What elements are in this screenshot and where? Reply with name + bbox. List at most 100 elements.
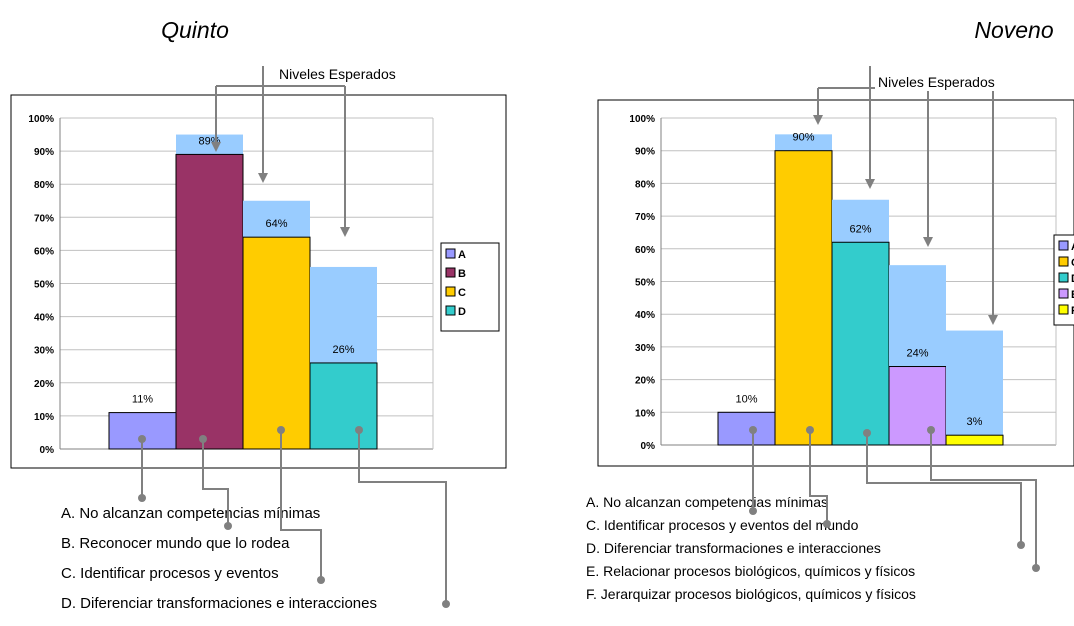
quinto-bar-d xyxy=(309,362,378,450)
quinto-y-tick-label: 10% xyxy=(34,412,54,423)
noveno-y-tick-label: 20% xyxy=(635,376,655,387)
quinto-connector-start-dot-1 xyxy=(199,435,207,443)
noveno-title: Noveno xyxy=(974,17,1053,43)
quinto-connector-start-dot-3 xyxy=(355,426,363,434)
noveno-bar-f xyxy=(945,434,1004,446)
quinto-y-tick-label: 30% xyxy=(34,346,54,357)
noveno-y-tick-label: 70% xyxy=(635,212,655,223)
quinto-data-label-a: 11% xyxy=(132,394,153,406)
noveno-bar-c xyxy=(774,150,833,446)
noveno-y-tick-label: 30% xyxy=(635,343,655,354)
quinto-annotation-pointer-head xyxy=(258,173,268,183)
quinto-data-label-c: 64% xyxy=(265,218,287,230)
noveno-legend-swatch-a xyxy=(1058,240,1069,251)
quinto-y-tick-label: 60% xyxy=(34,246,54,257)
noveno-legend-swatch-c xyxy=(1058,256,1069,267)
quinto-y-tick-label: 70% xyxy=(34,213,54,224)
noveno-y-tick-label: 10% xyxy=(635,408,655,419)
noveno-y-tick-label: 0% xyxy=(641,441,656,452)
noveno-expected-bar-f xyxy=(946,330,1003,445)
noveno-description-4: F. Jerarquizar procesos biológicos, quím… xyxy=(586,586,916,602)
noveno-expected-arrow-1-head xyxy=(923,237,933,247)
quinto-title: Quinto xyxy=(161,17,229,43)
quinto-legend-label-d: D xyxy=(458,306,466,318)
noveno-connector-start-dot-2 xyxy=(863,429,871,437)
noveno-connector-end-dot-2 xyxy=(1017,541,1025,549)
noveno-legend-swatch-f xyxy=(1058,304,1069,315)
noveno-y-tick-label: 80% xyxy=(635,179,655,190)
noveno-legend-label-a: A xyxy=(1071,241,1074,253)
noveno-y-tick-label: 100% xyxy=(629,114,655,125)
quinto-connector-start-dot-2 xyxy=(277,426,285,434)
quinto-description-1: B. Reconocer mundo que lo rodea xyxy=(61,535,290,552)
noveno-connector-2 xyxy=(866,433,1022,545)
noveno-annotation-label-bg xyxy=(875,73,1031,91)
noveno-description-3: E. Relacionar procesos biológicos, quími… xyxy=(586,563,915,579)
noveno-legend-swatch-e xyxy=(1058,288,1069,299)
noveno-description-2: D. Diferenciar transformaciones e intera… xyxy=(586,540,881,556)
quinto-expected-arrow-2-head xyxy=(340,227,350,237)
noveno-legend-label-c: C xyxy=(1071,257,1074,269)
noveno-connector-1 xyxy=(809,430,828,524)
noveno-description-1: C. Identificar procesos y eventos del mu… xyxy=(586,517,859,533)
quinto-connector-start-dot-0 xyxy=(138,435,146,443)
quinto-annotation-label: Niveles Esperados xyxy=(279,66,396,82)
quinto-description-0: A. No alcanzan competencias mínimas xyxy=(61,505,320,522)
quinto-connector-3 xyxy=(358,430,447,604)
quinto-legend-label-c: C xyxy=(458,287,466,299)
quinto-y-tick-label: 0% xyxy=(40,445,55,456)
noveno-data-label-d: 62% xyxy=(849,223,871,235)
quinto-legend-swatch-b xyxy=(445,267,456,278)
noveno-annotation-pointer-head xyxy=(865,179,875,189)
quinto-connector-end-dot-1 xyxy=(224,522,232,530)
quinto-y-tick-label: 80% xyxy=(34,180,54,191)
quinto-y-tick-label: 20% xyxy=(34,379,54,390)
quinto-y-tick-label: 90% xyxy=(34,147,54,158)
quinto-y-tick-label: 100% xyxy=(28,114,54,125)
noveno-y-tick-label: 60% xyxy=(635,245,655,256)
noveno-legend-swatch-d xyxy=(1058,272,1069,283)
noveno-y-tick-label: 50% xyxy=(635,278,655,289)
noveno-bar-e xyxy=(888,366,947,446)
quinto-annotation-label-bg xyxy=(276,65,432,83)
noveno-data-label-f: 3% xyxy=(967,416,983,428)
quinto-y-tick-label: 40% xyxy=(34,313,54,324)
quinto-legend-label-a: A xyxy=(458,249,466,261)
noveno-connector-start-dot-1 xyxy=(806,426,814,434)
noveno-description-0: A. No alcanzan competencias mínimas xyxy=(586,494,828,510)
quinto-connector-end-dot-0 xyxy=(138,494,146,502)
noveno-data-label-e: 24% xyxy=(906,348,928,360)
quinto-legend-swatch-c xyxy=(445,286,456,297)
noveno-connector-end-dot-1 xyxy=(823,520,831,528)
quinto-legend-swatch-a xyxy=(445,248,456,259)
noveno-legend-label-d: D xyxy=(1071,273,1074,285)
noveno-legend-label-f: F xyxy=(1071,305,1074,317)
noveno-legend-label-e: E xyxy=(1071,289,1074,301)
noveno-expected-arrow-0-head xyxy=(813,115,823,125)
noveno-y-tick-label: 40% xyxy=(635,310,655,321)
noveno-bar-d xyxy=(831,241,890,446)
noveno-connector-end-dot-3 xyxy=(1032,564,1040,572)
noveno-connector-3 xyxy=(930,430,1037,568)
noveno-connector-start-dot-0 xyxy=(749,426,757,434)
quinto-connector-1 xyxy=(202,439,229,526)
quinto-legend-swatch-d xyxy=(445,305,456,316)
quinto-expected-arrow-0-head xyxy=(211,142,221,152)
quinto-y-tick-label: 50% xyxy=(34,280,54,291)
quinto-connector-2 xyxy=(280,430,322,580)
noveno-connector-start-dot-3 xyxy=(927,426,935,434)
noveno-bar-a xyxy=(717,411,776,446)
quinto-bar-c xyxy=(242,236,311,450)
quinto-connector-end-dot-2 xyxy=(317,576,325,584)
noveno-connector-end-dot-0 xyxy=(749,507,757,515)
quinto-legend-label-b: B xyxy=(458,268,466,280)
noveno-annotation-label: Niveles Esperados xyxy=(878,74,995,90)
quinto-description-2: C. Identificar procesos y eventos xyxy=(61,565,279,582)
quinto-bar-b xyxy=(175,153,244,450)
noveno-data-label-a: 10% xyxy=(735,393,757,405)
quinto-connector-end-dot-3 xyxy=(442,600,450,608)
noveno-expected-arrow-2-head xyxy=(988,315,998,325)
noveno-y-tick-label: 90% xyxy=(635,147,655,158)
noveno-data-label-c: 90% xyxy=(792,132,814,144)
